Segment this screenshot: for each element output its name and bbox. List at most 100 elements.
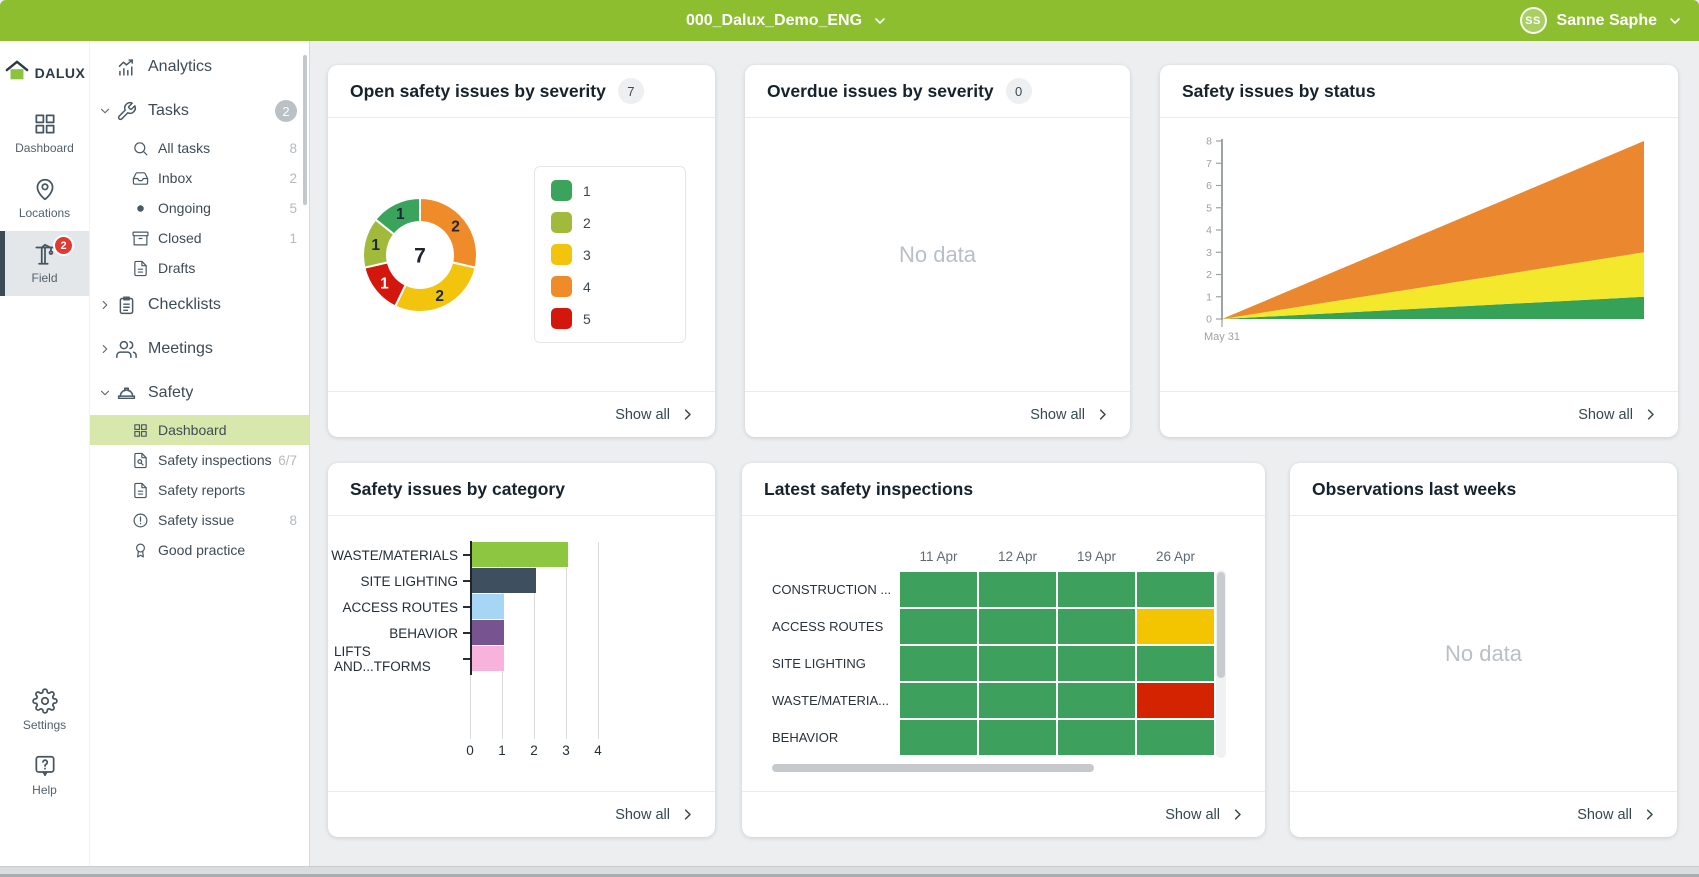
sidebar-item-label: Inbox: [158, 170, 193, 186]
rail-item-field[interactable]: Field 2: [0, 231, 89, 296]
bar-lifts-and-tforms[interactable]: [472, 646, 504, 671]
show-all-button[interactable]: Show all: [1165, 807, 1245, 823]
rail-item-help[interactable]: Help: [0, 743, 89, 808]
card-title: Latest safety inspections: [764, 478, 974, 499]
sidebar-item-safety-dashboard[interactable]: Dashboard: [90, 415, 309, 445]
sidebar-item-inbox[interactable]: Inbox 2: [90, 163, 309, 193]
card-footer: Show all: [328, 791, 715, 837]
card-footer: Show all: [745, 391, 1130, 437]
heatmap-cell[interactable]: [979, 720, 1056, 755]
bar-behavior[interactable]: [472, 620, 504, 645]
heatmap-cell[interactable]: [1058, 720, 1135, 755]
heatmap-cell[interactable]: [1058, 646, 1135, 681]
y-tick-label: 2: [1206, 269, 1212, 281]
count-badge: 0: [1005, 78, 1032, 104]
heatmap-cell[interactable]: [1137, 609, 1214, 644]
category-label: SITE LIGHTING: [334, 568, 470, 594]
category-label: BEHAVIOR: [334, 620, 470, 646]
bar-site-lighting[interactable]: [472, 568, 536, 593]
category-label-text: WASTE/MATERIALS: [331, 547, 458, 563]
inspections-heatmap: 11 Apr 12 Apr 19 Apr 26 Apr CONSTRUCTION ...…: [772, 544, 1226, 772]
show-all-button[interactable]: Show all: [615, 407, 695, 423]
x-tick-label: 4: [594, 743, 602, 758]
heatmap-cell[interactable]: [900, 609, 977, 644]
show-all-button[interactable]: Show all: [615, 807, 695, 823]
sidebar-item-good-practice[interactable]: Good practice: [90, 535, 309, 565]
sidebar-item-checklists[interactable]: Checklists: [90, 283, 309, 327]
heatmap-cell[interactable]: [1137, 572, 1214, 607]
show-all-button[interactable]: Show all: [1030, 407, 1110, 423]
grid-icon: [132, 422, 149, 439]
donut-slice-severity-4[interactable]: [419, 196, 478, 269]
bar-waste-materials[interactable]: [472, 542, 568, 567]
area-series-green: [1222, 296, 1644, 319]
heatmap-cell[interactable]: [979, 609, 1056, 644]
chevron-right-icon: [684, 809, 691, 820]
sidebar-item-all-tasks[interactable]: All tasks 8: [90, 133, 309, 163]
rail-item-locations[interactable]: Locations: [0, 166, 89, 231]
chevron-right-icon: [98, 298, 116, 312]
heatmap-cell[interactable]: [979, 683, 1056, 718]
user-menu[interactable]: SS Sanne Saphe: [1519, 0, 1683, 41]
bar-access-routes[interactable]: [472, 594, 504, 619]
heatmap-cell[interactable]: [979, 572, 1056, 607]
sidebar-item-safety-inspections[interactable]: Safety inspections 6/7: [90, 445, 309, 475]
sidebar-item-analytics[interactable]: Analytics: [90, 45, 309, 89]
rail-item-label: Field: [31, 271, 58, 285]
card-header: Safety issues by category: [328, 463, 715, 516]
heatmap-cell[interactable]: [1137, 683, 1214, 718]
heatmap-cell[interactable]: [900, 572, 977, 607]
sidebar-item-safety-reports[interactable]: Safety reports: [90, 475, 309, 505]
x-tick-label: May 31: [1204, 331, 1240, 343]
heatmap-cell[interactable]: [1137, 646, 1214, 681]
heatmap-cell[interactable]: [979, 646, 1056, 681]
x-tick-label: 3: [562, 743, 570, 758]
gridline: [534, 542, 535, 739]
sidebar-item-tasks[interactable]: Tasks 2: [90, 89, 309, 133]
y-tick-label: 6: [1206, 180, 1212, 192]
sidebar-item-safety-issue[interactable]: Safety issue 8: [90, 505, 309, 535]
rail-item-settings[interactable]: Settings: [0, 678, 89, 743]
donut-slice-severity-1[interactable]: [374, 196, 421, 235]
show-all-button[interactable]: Show all: [1577, 807, 1657, 823]
heatmap-cell[interactable]: [1058, 572, 1135, 607]
dalux-logo[interactable]: DALUX: [0, 53, 89, 93]
sidebar-item-drafts[interactable]: Drafts: [90, 253, 309, 283]
count-badge: 2: [275, 100, 297, 122]
count-badge: 7: [617, 78, 644, 104]
card-header: Overdue issues by severity 0: [745, 65, 1130, 118]
sidebar-item-label: Closed: [158, 230, 202, 246]
inbox-icon: [132, 170, 149, 187]
show-all-label: Show all: [1030, 406, 1085, 423]
severity-legend: 1 2 3 4 5: [534, 166, 686, 343]
card-title: Observations last weeks: [1312, 478, 1517, 499]
legend-item-severity-2: 2: [551, 212, 669, 233]
category-tick: [463, 554, 470, 556]
item-count: 2: [289, 170, 297, 186]
heatmap-cell[interactable]: [1058, 609, 1135, 644]
sidebar-item-ongoing[interactable]: Ongoing 5: [90, 193, 309, 223]
category-label-text: SITE LIGHTING: [360, 573, 458, 589]
sidebar-item-meetings[interactable]: Meetings: [90, 327, 309, 371]
show-all-button[interactable]: Show all: [1578, 407, 1658, 423]
heatmap-cell[interactable]: [900, 720, 977, 755]
heatmap-cell[interactable]: [900, 683, 977, 718]
sidebar-item-closed[interactable]: Closed 1: [90, 223, 309, 253]
legend-swatch: [551, 180, 572, 201]
scrollbar-thumb[interactable]: [1217, 572, 1225, 678]
heatmap-horizontal-scrollbar[interactable]: [772, 764, 1094, 772]
sidebar-scrollbar[interactable]: [303, 55, 307, 205]
project-selector[interactable]: 000_Dalux_Demo_ENG: [686, 0, 888, 41]
heatmap-cell[interactable]: [900, 646, 977, 681]
heatmap-vertical-scrollbar[interactable]: [1216, 570, 1226, 758]
sidebar-item-label: Meetings: [148, 340, 213, 357]
card-header: Open safety issues by severity 7: [328, 65, 715, 118]
sidebar-item-safety[interactable]: Safety: [90, 371, 309, 415]
rail-item-dashboard[interactable]: Dashboard: [0, 101, 89, 166]
category-tick: [463, 658, 470, 660]
y-tick-label: 4: [1206, 225, 1212, 237]
heatmap-cell[interactable]: [1137, 720, 1214, 755]
heatmap-cell[interactable]: [1058, 683, 1135, 718]
